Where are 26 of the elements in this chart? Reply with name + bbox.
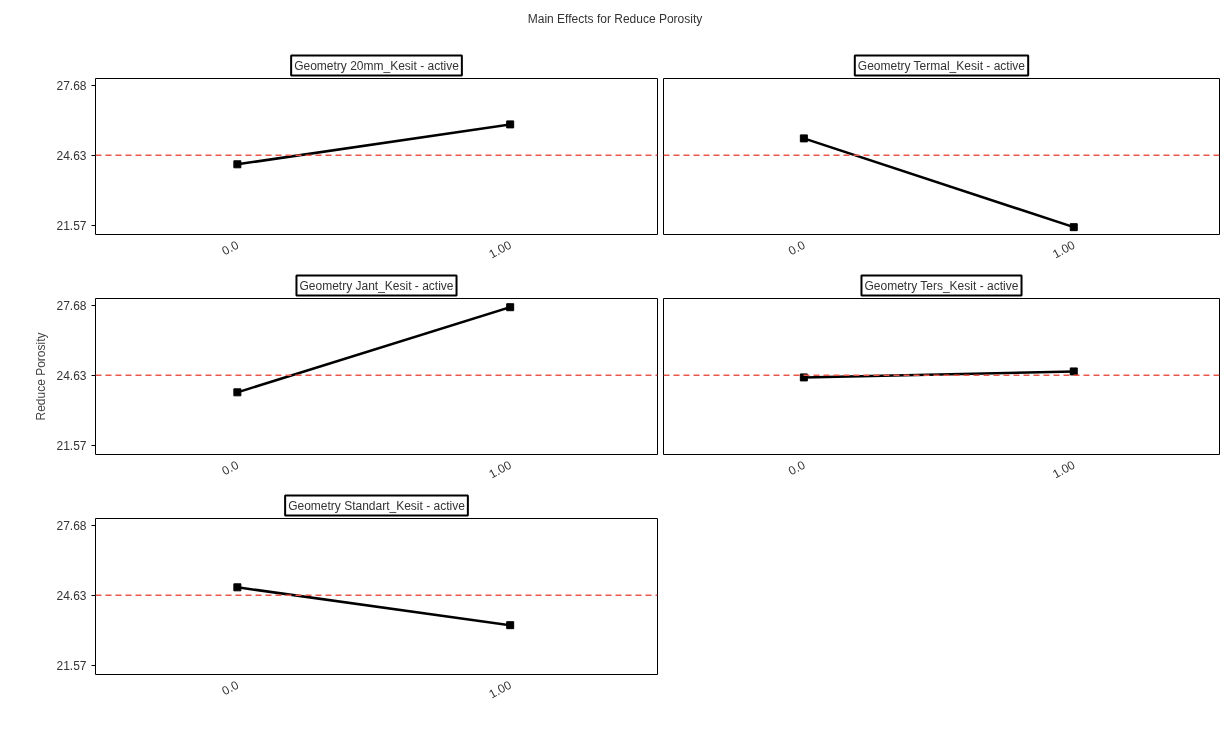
x-tick-label: 1.00 bbox=[1050, 457, 1078, 482]
x-tick-label: 0.0 bbox=[219, 457, 242, 479]
x-tick-label: 0.0 bbox=[786, 457, 808, 479]
y-tick-label: 24.63 bbox=[56, 148, 87, 163]
y-tick-label: 27.68 bbox=[56, 78, 87, 93]
x-tick-label: 1.00 bbox=[486, 457, 515, 482]
y-tick-label: 24.63 bbox=[56, 588, 87, 603]
y-tick-label: 21.57 bbox=[56, 439, 87, 454]
chart-title: Geometry 20mm_Kesit - active bbox=[294, 58, 460, 73]
y-tick-label: 27.68 bbox=[56, 298, 87, 313]
y-tick-label: 21.57 bbox=[56, 219, 87, 234]
chart-title: Geometry Standart_Kesit - active bbox=[288, 498, 466, 513]
y-tick-label: 24.63 bbox=[56, 368, 87, 383]
x-tick-label: 1.00 bbox=[486, 237, 515, 262]
y-tick-label: 27.68 bbox=[56, 518, 87, 533]
x-tick-label: 0.0 bbox=[786, 237, 808, 259]
chart-title: Geometry Ters_Kesit - active bbox=[864, 278, 1019, 293]
text: Main Effects for Reduce Porosity bbox=[527, 11, 703, 28]
x-tick-label: 0.0 bbox=[219, 237, 242, 259]
chart-title: Geometry Termal_Kesit - active bbox=[857, 58, 1026, 73]
chart-title: Geometry Jant_Kesit - active bbox=[299, 278, 454, 293]
x-tick-label: 1.00 bbox=[486, 677, 515, 702]
x-tick-label: 0.0 bbox=[219, 677, 242, 699]
y-tick-label: 21.57 bbox=[56, 659, 87, 674]
y-axis-title: Reduce Porosity bbox=[34, 332, 49, 421]
x-tick-label: 1.00 bbox=[1050, 237, 1078, 262]
